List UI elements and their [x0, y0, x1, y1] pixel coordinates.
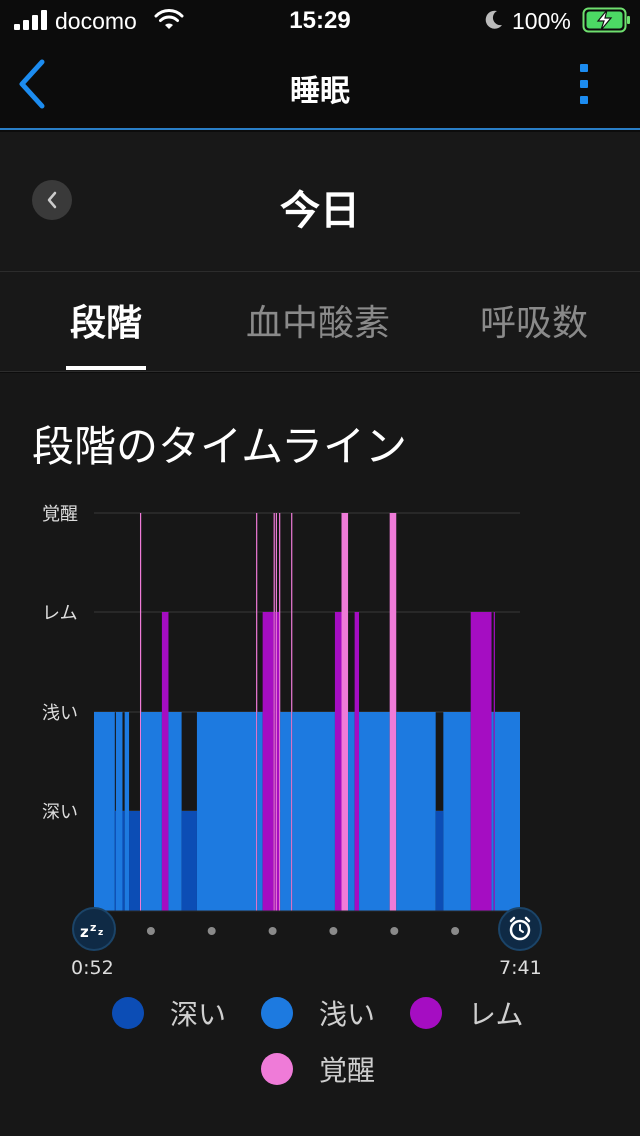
x-tick-dot	[268, 927, 277, 935]
stage-bar	[114, 811, 117, 911]
y-label-awake: 覚醒	[42, 504, 78, 525]
tab-label: 血中酸素	[246, 303, 391, 344]
x-label-start: 0:52	[71, 957, 114, 979]
stage-bar	[334, 612, 342, 911]
x-tick-dot	[390, 927, 399, 935]
stage-bar	[274, 612, 276, 911]
stage-bar	[124, 712, 130, 911]
stage-bar	[292, 712, 335, 911]
sleep-start-zzz-icon: z z z	[72, 907, 116, 951]
y-label-rem: レム	[42, 603, 78, 624]
svg-text:z: z	[80, 923, 89, 941]
cellular-signal-icon	[14, 10, 48, 30]
date-selector: 今日	[0, 132, 640, 272]
stage-bar	[443, 712, 471, 911]
svg-text:z: z	[98, 928, 103, 938]
x-tick-dot	[329, 927, 338, 935]
wake-alarm-clock-icon	[498, 907, 542, 951]
status-bar: docomo 15:29 100%	[0, 0, 640, 40]
stage-bar	[262, 612, 274, 911]
x-tick-dot	[451, 927, 460, 935]
section-title: 段階のタイムライン	[32, 422, 408, 471]
stage-bar	[161, 612, 169, 911]
stage-bar	[94, 712, 115, 911]
timeline-plot	[94, 512, 520, 935]
stage-bar	[273, 513, 275, 911]
stage-bar	[256, 513, 258, 911]
stage-bar	[494, 712, 520, 911]
carrier-name: docomo	[55, 8, 137, 34]
stage-bar	[389, 513, 397, 911]
stage-bar	[491, 712, 494, 911]
stage-bar	[470, 612, 492, 911]
y-label-deep: 深い	[42, 802, 78, 823]
stage-bar	[275, 513, 277, 911]
tab-label: 段階	[70, 303, 143, 344]
back-chevron-icon[interactable]	[12, 54, 52, 114]
stage-bar	[181, 811, 197, 911]
stage-bar	[122, 811, 125, 911]
previous-day-button[interactable]	[32, 180, 72, 220]
active-tab-indicator	[66, 366, 147, 370]
stage-bar	[129, 811, 140, 911]
stage-bar	[276, 612, 280, 911]
sleep-stage-timeline-chart: 覚醒 レム 浅い 深い z z z 0:52 7:41	[0, 503, 640, 983]
wifi-icon	[154, 9, 184, 29]
stage-bar	[196, 712, 257, 911]
stage-bar	[396, 712, 436, 911]
legend-swatch	[410, 997, 442, 1029]
x-label-end: 7:41	[499, 957, 542, 979]
do-not-disturb-moon-icon	[485, 10, 502, 29]
selected-date: 今日	[280, 188, 360, 234]
more-vertical-icon[interactable]	[570, 60, 598, 108]
stage-bar	[435, 811, 444, 911]
stage-bar	[341, 513, 349, 911]
stage-bar	[115, 712, 123, 911]
stage-bar	[493, 612, 495, 911]
stage-bar	[359, 712, 390, 911]
stage-bar	[354, 612, 360, 911]
x-tick-dot	[146, 927, 155, 935]
page-title: 睡眠	[290, 74, 350, 109]
legend-label: 深い	[170, 998, 227, 1031]
stage-bar	[139, 513, 142, 911]
stage-bar	[280, 712, 292, 911]
stage-bars	[94, 513, 520, 911]
tab-stages[interactable]: 段階	[66, 294, 147, 370]
x-axis	[94, 910, 520, 935]
chevron-left-icon	[47, 191, 57, 209]
legend-label: レム	[468, 998, 524, 1031]
chart-legend: 深い 浅い レム 覚醒	[0, 993, 640, 1113]
tab-label: 呼吸数	[480, 303, 589, 344]
stage-bar	[279, 513, 281, 911]
x-tick-dot	[207, 927, 216, 935]
legend-label: 浅い	[319, 998, 376, 1031]
stage-bar	[348, 712, 355, 911]
tab-blood-oxygen[interactable]: 血中酸素	[246, 294, 390, 346]
stage-bar	[168, 712, 182, 911]
stage-bar	[257, 712, 263, 911]
battery-charging-icon	[582, 7, 630, 33]
navigation-bar: 睡眠	[0, 40, 640, 130]
stages-content: 段階のタイムライン 覚醒 レム 浅い 深い z z z 0:52	[0, 373, 640, 1136]
legend-swatch	[261, 1053, 293, 1085]
battery-percent: 100%	[512, 8, 571, 34]
legend-swatch	[261, 997, 293, 1029]
stage-bar	[141, 712, 162, 911]
y-label-light: 浅い	[42, 703, 78, 724]
tab-respiration[interactable]: 呼吸数	[480, 294, 588, 346]
tab-bar: 段階 血中酸素 呼吸数	[0, 272, 640, 372]
legend-swatch	[112, 997, 144, 1029]
legend-label: 覚醒	[319, 1054, 376, 1087]
svg-text:z: z	[90, 921, 96, 934]
stage-bar	[291, 513, 293, 911]
